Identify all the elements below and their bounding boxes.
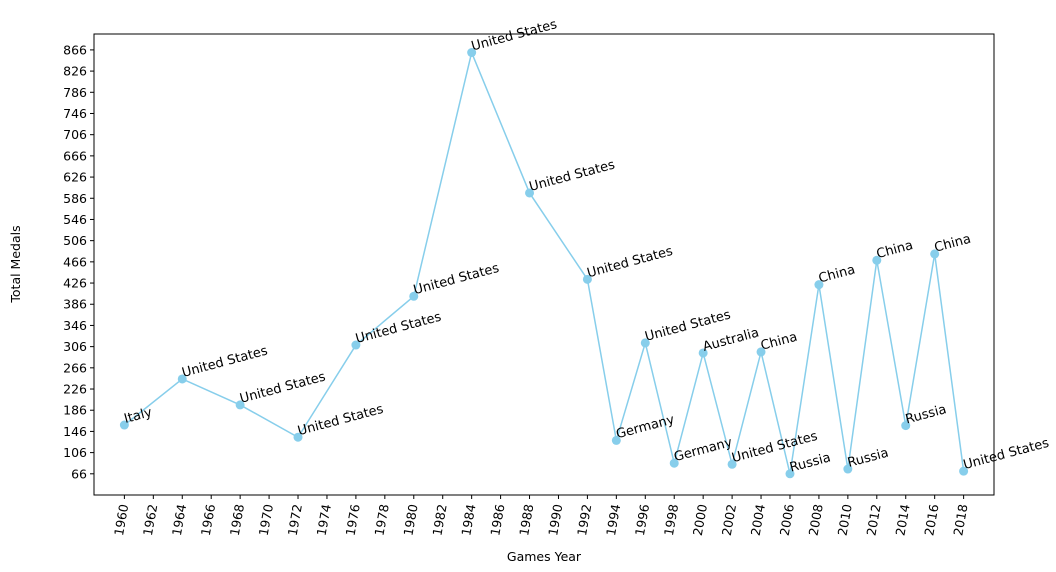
y-tick-label: 346 bbox=[63, 318, 87, 333]
x-tick-label: 1992 bbox=[574, 503, 594, 537]
x-tick-label: 2004 bbox=[748, 503, 768, 537]
x-axis-label: Games Year bbox=[507, 549, 582, 564]
data-point bbox=[785, 469, 795, 479]
x-tick-label: 2010 bbox=[835, 503, 855, 537]
x-tick-label: 1988 bbox=[516, 503, 536, 537]
x-tick-label: 1960 bbox=[111, 503, 131, 537]
x-tick-label: 1976 bbox=[343, 503, 363, 537]
data-point bbox=[930, 249, 940, 259]
y-tick-label: 546 bbox=[63, 212, 87, 227]
x-tick-label: 2002 bbox=[719, 503, 739, 537]
x-tick-label: 2000 bbox=[690, 503, 710, 537]
y-tick-label: 826 bbox=[63, 64, 87, 79]
data-point bbox=[582, 274, 592, 284]
x-tick-label: 1984 bbox=[458, 503, 478, 537]
y-tick-label: 386 bbox=[63, 297, 87, 312]
data-point bbox=[177, 374, 187, 384]
x-tick-label: 2014 bbox=[892, 503, 912, 537]
y-tick-label: 746 bbox=[63, 106, 87, 121]
y-tick-label: 66 bbox=[71, 466, 87, 481]
series-line bbox=[123, 50, 965, 474]
x-tick-label: 1968 bbox=[227, 503, 247, 537]
x-tick-label: 1994 bbox=[603, 503, 623, 537]
data-point bbox=[640, 338, 650, 348]
y-tick-label: 106 bbox=[63, 445, 87, 460]
x-tick-label: 1996 bbox=[632, 503, 652, 537]
series-markers bbox=[119, 48, 969, 479]
y-tick-label: 866 bbox=[63, 42, 87, 57]
y-tick-label: 706 bbox=[63, 127, 87, 142]
y-tick-label: 666 bbox=[63, 148, 87, 163]
data-point bbox=[467, 48, 477, 58]
data-point bbox=[872, 255, 882, 265]
data-point bbox=[959, 466, 969, 476]
x-tick-label: 1970 bbox=[256, 503, 276, 537]
data-point bbox=[814, 280, 824, 290]
data-point bbox=[119, 420, 129, 430]
y-tick-label: 426 bbox=[63, 276, 87, 291]
data-point bbox=[409, 291, 419, 301]
y-tick-label: 266 bbox=[63, 360, 87, 375]
y-tick-label: 786 bbox=[63, 85, 87, 100]
data-point bbox=[901, 421, 911, 431]
point-label: Italy bbox=[123, 405, 154, 427]
x-tick-label: 2016 bbox=[921, 503, 941, 537]
x-tick-label: 1982 bbox=[429, 503, 449, 537]
plot-area bbox=[93, 33, 995, 496]
data-point bbox=[843, 464, 853, 474]
y-tick-label: 466 bbox=[63, 254, 87, 269]
x-tick-label: 2008 bbox=[806, 503, 826, 537]
data-point bbox=[293, 432, 303, 442]
x-tick-label: 1966 bbox=[198, 503, 218, 537]
x-tick-label: 1962 bbox=[140, 503, 160, 537]
x-tick-label: 1964 bbox=[169, 503, 189, 537]
y-tick-label: 306 bbox=[63, 339, 87, 354]
data-point bbox=[351, 340, 361, 350]
data-point bbox=[698, 348, 708, 358]
y-tick-label: 226 bbox=[63, 382, 87, 397]
data-point bbox=[235, 400, 245, 410]
x-tick-label: 1972 bbox=[285, 503, 305, 537]
y-tick-label: 186 bbox=[63, 403, 87, 418]
y-tick-label: 626 bbox=[63, 170, 87, 185]
y-axis-ticks: 66 106 146 186 226 266 306 346 386 426 466 506 546 58… bbox=[63, 42, 94, 481]
x-tick-label: 1998 bbox=[661, 503, 681, 537]
data-point bbox=[727, 459, 737, 469]
x-tick-label: 2012 bbox=[863, 503, 883, 537]
y-tick-label: 586 bbox=[63, 191, 87, 206]
data-point bbox=[611, 435, 621, 445]
x-tick-label: 1990 bbox=[545, 503, 565, 537]
x-axis-ticks: 1960 1962 1964 1966 1968 1970 1972 1974 1976 1978… bbox=[111, 495, 971, 537]
x-tick-label: 1974 bbox=[314, 503, 334, 537]
data-point bbox=[756, 347, 766, 357]
y-tick-label: 506 bbox=[63, 233, 87, 248]
y-axis-label: Total Medals bbox=[8, 225, 23, 303]
x-tick-label: 1986 bbox=[487, 503, 507, 537]
y-tick-label: 146 bbox=[63, 424, 87, 439]
data-point bbox=[525, 188, 535, 198]
data-point bbox=[669, 458, 679, 468]
x-tick-label: 1980 bbox=[400, 503, 420, 537]
x-tick-label: 2018 bbox=[950, 503, 970, 537]
x-tick-label: 1978 bbox=[371, 503, 391, 537]
x-tick-label: 2006 bbox=[777, 503, 797, 537]
